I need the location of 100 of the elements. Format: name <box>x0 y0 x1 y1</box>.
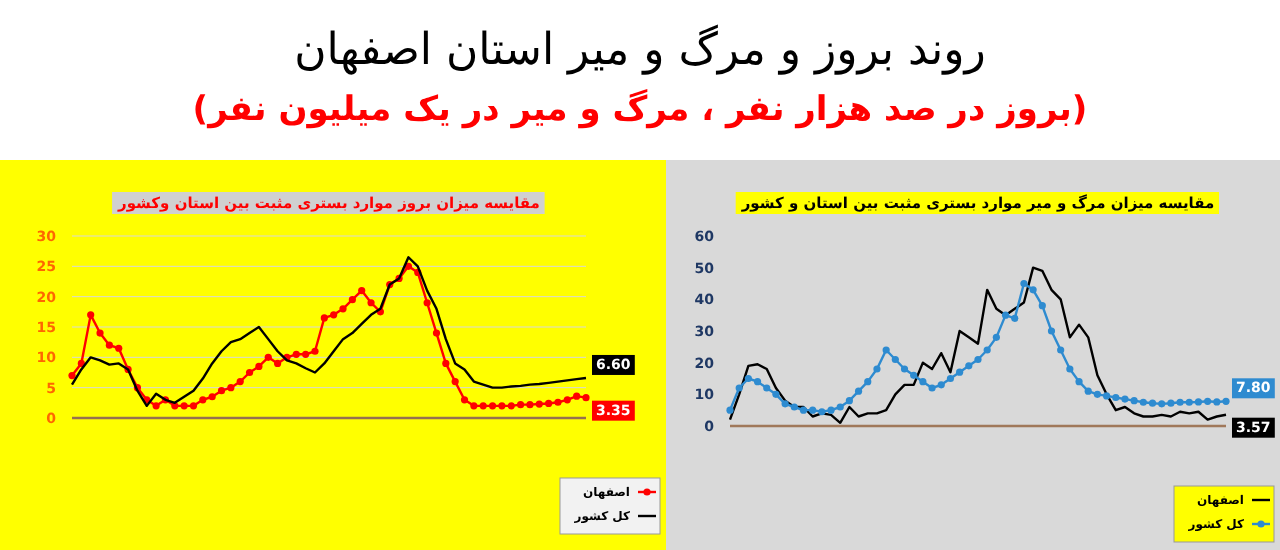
point <box>1148 399 1157 407</box>
point <box>264 353 272 361</box>
point <box>1084 387 1092 395</box>
point <box>563 396 571 404</box>
point <box>208 393 216 401</box>
point <box>358 287 366 295</box>
point <box>180 402 188 410</box>
point <box>217 387 226 395</box>
point <box>320 314 328 322</box>
point <box>1047 327 1056 335</box>
point <box>1093 390 1102 398</box>
point <box>827 406 835 414</box>
point <box>1130 397 1138 405</box>
point <box>937 381 945 389</box>
point <box>1066 365 1074 373</box>
point <box>432 329 441 337</box>
point <box>956 368 964 376</box>
point <box>1213 398 1221 406</box>
point <box>245 368 254 377</box>
point <box>864 378 872 386</box>
point <box>199 396 207 404</box>
point <box>311 347 319 355</box>
point <box>790 403 798 411</box>
point <box>1038 302 1046 310</box>
point <box>582 394 590 402</box>
point <box>479 402 487 410</box>
point <box>809 406 817 414</box>
point <box>227 384 235 392</box>
point <box>873 365 881 373</box>
point <box>348 296 356 304</box>
point <box>105 341 113 349</box>
point <box>1185 398 1193 406</box>
point <box>442 359 450 367</box>
point <box>1001 311 1010 319</box>
point <box>836 403 844 411</box>
point <box>404 262 413 270</box>
point <box>87 311 95 319</box>
point <box>460 396 469 404</box>
point <box>423 299 431 307</box>
point <box>302 350 310 358</box>
point <box>573 392 581 400</box>
point <box>772 390 780 398</box>
point <box>526 401 534 409</box>
point <box>919 378 927 386</box>
point <box>1167 399 1175 407</box>
point <box>1121 395 1129 403</box>
point <box>1194 398 1203 406</box>
point <box>1158 400 1166 408</box>
point <box>96 329 104 337</box>
point <box>763 384 771 392</box>
point <box>928 384 936 392</box>
text: روند بروز و مرگ و میر استان اصفهان <box>294 24 986 76</box>
point <box>488 402 497 410</box>
point <box>1020 279 1028 288</box>
point <box>900 365 909 373</box>
point <box>367 299 375 307</box>
point <box>983 346 991 354</box>
text: (بروز در صد هزار نفر ، مرگ و میر در یک میلیون نفر) <box>192 88 1088 130</box>
point <box>1139 398 1147 406</box>
point <box>992 333 1000 341</box>
point <box>1057 346 1065 354</box>
point <box>1176 398 1184 406</box>
point <box>965 362 973 370</box>
point <box>1075 378 1083 386</box>
point <box>236 378 244 386</box>
point <box>498 402 506 410</box>
point <box>68 371 76 380</box>
point <box>274 359 282 367</box>
point <box>451 378 459 386</box>
point <box>818 408 826 416</box>
point <box>535 400 543 408</box>
point <box>292 350 300 358</box>
point <box>115 344 123 352</box>
point <box>1102 392 1111 400</box>
point <box>339 305 347 313</box>
point <box>882 346 890 354</box>
point <box>554 398 562 406</box>
point <box>974 355 982 364</box>
point <box>946 374 955 383</box>
point <box>891 355 899 364</box>
point <box>1011 314 1019 322</box>
point <box>1112 393 1120 402</box>
point <box>910 371 918 379</box>
point <box>799 406 808 414</box>
point <box>507 402 515 410</box>
point <box>330 311 338 319</box>
point <box>189 402 198 410</box>
point <box>781 400 789 408</box>
point <box>845 397 854 405</box>
point <box>470 402 478 410</box>
point <box>545 399 553 408</box>
point <box>255 362 263 371</box>
point <box>1204 397 1212 405</box>
point <box>735 384 743 392</box>
point <box>744 374 752 383</box>
point <box>726 406 734 414</box>
point <box>77 359 85 367</box>
point <box>1222 397 1230 405</box>
point <box>753 378 762 386</box>
point <box>854 387 863 395</box>
